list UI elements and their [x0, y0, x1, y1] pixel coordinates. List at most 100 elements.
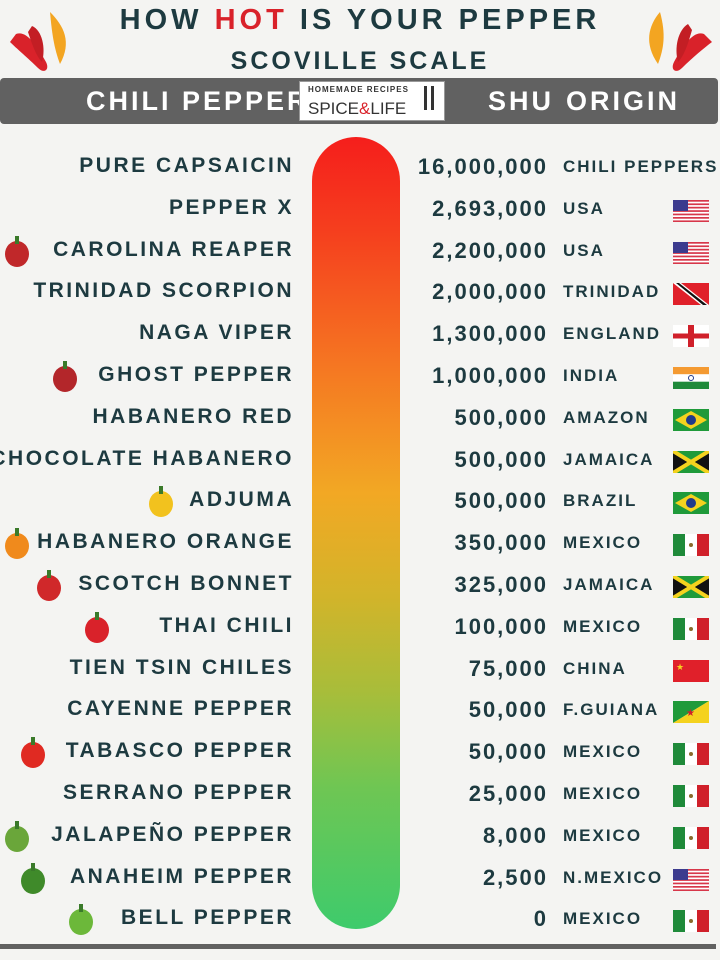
shu-value: 2,000,000 [432, 279, 548, 305]
origin: USA [563, 198, 605, 218]
title-text: IS YOUR PEPPER [287, 4, 601, 36]
origin: MEXICO [563, 533, 643, 553]
col-header-shu: SHU [488, 86, 555, 116]
pepper-name: THAI CHILI [159, 613, 294, 637]
shu-value: 325,000 [454, 572, 548, 597]
flag-mx-icon [673, 743, 709, 766]
pepper-icon [21, 862, 45, 894]
pepper-row: HABANERO ORANGE 350,000 MEXICO [0, 524, 720, 564]
shu-value: 8,000 [482, 822, 548, 848]
flag-mx-icon [673, 534, 709, 557]
pepper-icon [5, 820, 29, 852]
pepper-row: SERRANO PEPPER 25,000 MEXICO [0, 775, 720, 815]
pepper-name: TABASCO PEPPER [65, 739, 294, 763]
origin: F.GUIANA [563, 700, 660, 720]
flag-in-icon [673, 367, 709, 389]
origin: TRINIDAD [563, 282, 661, 302]
pepper-row: CAYENNE PEPPER 50,000 F.GUIANA ★ [0, 691, 720, 731]
shu-value: 16,000,000 [417, 154, 548, 179]
shu-value: 2,693,000 [432, 195, 548, 221]
footer-divider [0, 944, 716, 949]
pepper-row: CAROLINA REAPER 2,200,000 USA [0, 232, 720, 272]
origin: N.MEXICO [563, 867, 664, 887]
shu-value: 50,000 [468, 697, 548, 723]
pepper-name: ADJUMA [189, 488, 294, 512]
origin: CHILI PEPPERS [563, 157, 719, 176]
svg-text:★: ★ [686, 708, 695, 719]
pepper-icon [37, 570, 61, 601]
pepper-icon [53, 361, 77, 392]
shu-value: 25,000 [468, 781, 548, 806]
pepper-row: ANAHEIM PEPPER 2,500 N.MEXICO [0, 859, 720, 899]
pepper-icon [5, 235, 29, 267]
pepper-row: THAI CHILI 100,000 MEXICO [0, 608, 720, 648]
shu-value: 2,500 [482, 864, 548, 890]
chili-flame-icon [649, 12, 712, 71]
pepper-row: PEPPER X 2,693,000 USA [0, 190, 720, 230]
pepper-row: PURE CAPSAICIN 16,000,000 CHILI PEPPERS [0, 148, 720, 188]
pepper-icon [5, 528, 29, 560]
flag-us-icon [673, 199, 709, 222]
flag-mx-icon [673, 910, 709, 933]
shu-value: 1,300,000 [432, 321, 548, 347]
flag-br-icon [673, 492, 709, 515]
pepper-name: PEPPER X [168, 195, 294, 219]
pepper-row: HABANERO RED 500,000 AMAZON [0, 399, 720, 439]
shu-value: 500,000 [454, 404, 548, 430]
pepper-icon [21, 737, 45, 769]
chili-flame-icon [10, 12, 66, 71]
brand-logo: HOMEMADE RECIPES SPICE&LIFE [299, 81, 445, 121]
pepper-row: JALAPEÑO PEPPER 8,000 MEXICO [0, 817, 720, 857]
pepper-name: BELL PEPPER [121, 906, 294, 930]
flag-jm-icon [673, 450, 709, 473]
origin: MEXICO [563, 616, 643, 636]
pepper-row: CHOCOLATE HABANERO 500,000 JAMAICA [0, 441, 720, 481]
flag-en-icon [673, 325, 709, 348]
main-title: HOW HOT IS YOUR PEPPER [0, 4, 720, 37]
pepper-name: CAYENNE PEPPER [67, 697, 294, 721]
pepper-name: JALAPEÑO PEPPER [51, 822, 294, 846]
logo-tagline: HOMEMADE RECIPES [308, 85, 409, 94]
origin: MEXICO [563, 825, 643, 845]
pepper-name: CAROLINA REAPER [53, 237, 294, 261]
pepper-row: TRINIDAD SCORPION 2,000,000 TRINIDAD [0, 273, 720, 313]
pepper-name: CHOCOLATE HABANERO [0, 446, 294, 470]
pepper-row: TIEN TSIN CHILES 75,000 CHINA ★ [0, 650, 720, 690]
pepper-name: ANAHEIM PEPPER [69, 864, 294, 888]
heat-scale-bar [312, 137, 400, 929]
title-hot-word: HOT [214, 4, 288, 36]
pepper-icon [85, 611, 109, 643]
shu-value: 100,000 [454, 613, 548, 639]
origin: MEXICO [563, 909, 643, 929]
shu-value: 50,000 [468, 739, 548, 765]
shu-value: 2,200,000 [432, 237, 548, 263]
subtitle: SCOVILLE SCALE [230, 47, 490, 75]
origin: JAMAICA [563, 449, 655, 469]
shu-value: 75,000 [468, 655, 548, 681]
shu-value: 0 [533, 906, 548, 932]
origin: JAMAICA [563, 575, 655, 594]
pepper-name: PURE CAPSAICIN [79, 154, 294, 177]
origin: AMAZON [563, 407, 650, 427]
pepper-row: ADJUMA 500,000 BRAZIL [0, 482, 720, 522]
flag-mx-icon [673, 785, 709, 807]
col-header-origin: ORIGIN [566, 86, 681, 116]
pepper-name: TRINIDAD SCORPION [33, 279, 294, 303]
flag-us-icon [673, 241, 709, 264]
col-header-pepper: CHILI PEPPER [86, 86, 310, 116]
origin: USA [563, 240, 605, 260]
pepper-row: BELL PEPPER 0 MEXICO [0, 900, 720, 940]
logo-name: SPICE&LIFE [308, 99, 407, 118]
pepper-icon [69, 904, 93, 936]
pepper-icon [149, 486, 173, 518]
pepper-name: GHOST PEPPER [98, 363, 294, 386]
title-text: HOW [119, 4, 215, 36]
flag-mx-icon [673, 826, 709, 849]
origin: BRAZIL [563, 491, 638, 511]
flag-gf-icon: ★ [673, 701, 709, 724]
origin: MEXICO [563, 742, 643, 762]
pepper-name: NAGA VIPER [139, 321, 294, 345]
origin: CHINA [563, 658, 627, 678]
flag-us-icon [673, 868, 709, 891]
pepper-name: HABANERO ORANGE [37, 530, 294, 554]
